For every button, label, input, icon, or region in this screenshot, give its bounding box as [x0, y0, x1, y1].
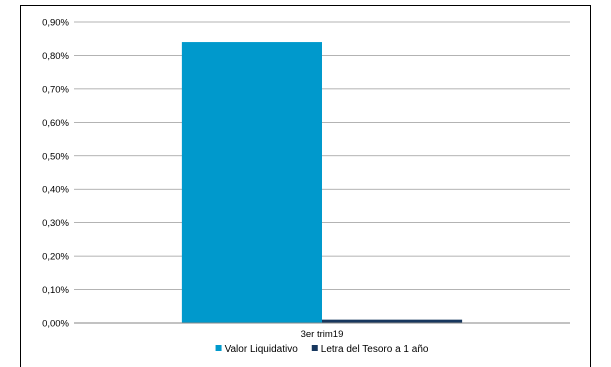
- y-tick-label: 0,90%: [42, 18, 69, 29]
- x-tick-label: 3er trim19: [301, 329, 344, 340]
- bar: [322, 319, 463, 323]
- bar: [181, 42, 322, 324]
- y-tick-label: 0,00%: [42, 319, 69, 330]
- y-tick-label: 0,80%: [42, 51, 69, 62]
- x-axis-ticks: 3er trim19: [301, 329, 344, 340]
- legend-label: Valor Liquidativo: [225, 344, 299, 355]
- y-tick-label: 0,10%: [42, 285, 69, 296]
- legend-swatch: [311, 345, 318, 351]
- bar-chart: 0,00% 0,10% 0,20% 0,30% 0,40% 0,50% 0,60% 0,70%…: [42, 18, 570, 355]
- bars: [181, 42, 463, 324]
- legend-swatch: [215, 345, 222, 351]
- legend-label: Letra del Tesoro a 1 año: [321, 344, 429, 355]
- y-tick-label: 0,40%: [42, 185, 69, 196]
- y-axis-ticks: 0,00% 0,10% 0,20% 0,30% 0,40% 0,50% 0,60% 0,70%…: [42, 18, 69, 330]
- chart-frame: 0,00% 0,10% 0,20% 0,30% 0,40% 0,50% 0,60% 0,70%…: [20, 5, 591, 367]
- y-tick-label: 0,30%: [42, 218, 69, 229]
- y-tick-label: 0,50%: [42, 151, 69, 162]
- y-tick-label: 0,60%: [42, 118, 69, 129]
- legend: Valor Liquidativo Letra del Tesoro a 1 añ…: [215, 344, 429, 355]
- y-tick-label: 0,70%: [42, 84, 69, 95]
- y-tick-label: 0,20%: [42, 252, 69, 263]
